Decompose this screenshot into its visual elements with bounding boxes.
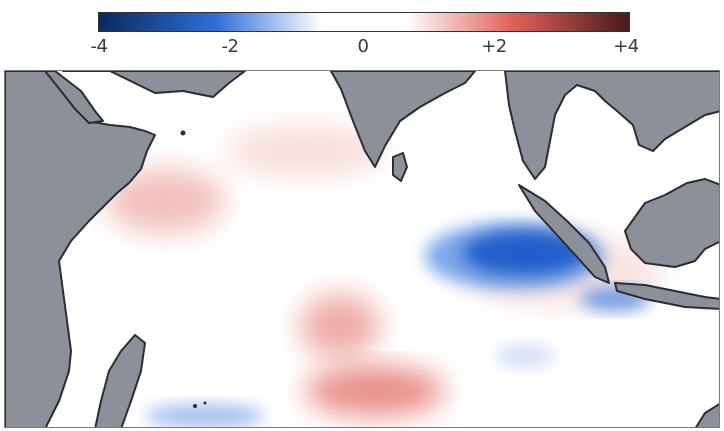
sumatra-landmass	[518, 184, 610, 284]
arabia-landmass	[62, 71, 246, 98]
colorbar-tick-label: -4	[90, 36, 108, 57]
negative-anomaly-core	[463, 231, 587, 275]
madagascar-landmass	[94, 334, 146, 427]
mascarene-island	[203, 401, 207, 405]
anomaly-field	[105, 126, 665, 427]
socotra-island	[180, 130, 186, 136]
java-landmass	[614, 282, 719, 310]
colorbar-tick-label: -2	[221, 36, 239, 57]
borneo-landmass	[624, 178, 719, 268]
map-frame	[4, 70, 720, 428]
mascarene-island	[193, 404, 197, 408]
southeast-asia-landmass	[504, 71, 719, 180]
positive-anomaly-south	[305, 366, 445, 416]
positive-anomaly-central	[300, 294, 380, 358]
positive-anomaly-arabian-sea	[105, 169, 225, 233]
colorbar-tick-label: +4	[613, 36, 639, 57]
colorbar-tick-label: 0	[357, 36, 369, 57]
red-sea-shore	[44, 71, 104, 124]
colorbar	[98, 12, 630, 32]
negative-anomaly-southwest	[145, 404, 265, 427]
landmasses	[5, 71, 719, 427]
india-landmass	[330, 71, 476, 168]
colorbar-tick-label: +2	[481, 36, 507, 57]
anomaly-map	[5, 71, 719, 427]
australia-landmass	[695, 403, 719, 427]
negative-anomaly-small	[495, 344, 555, 368]
sri-lanka	[392, 152, 408, 182]
positive-anomaly-north	[225, 126, 385, 176]
